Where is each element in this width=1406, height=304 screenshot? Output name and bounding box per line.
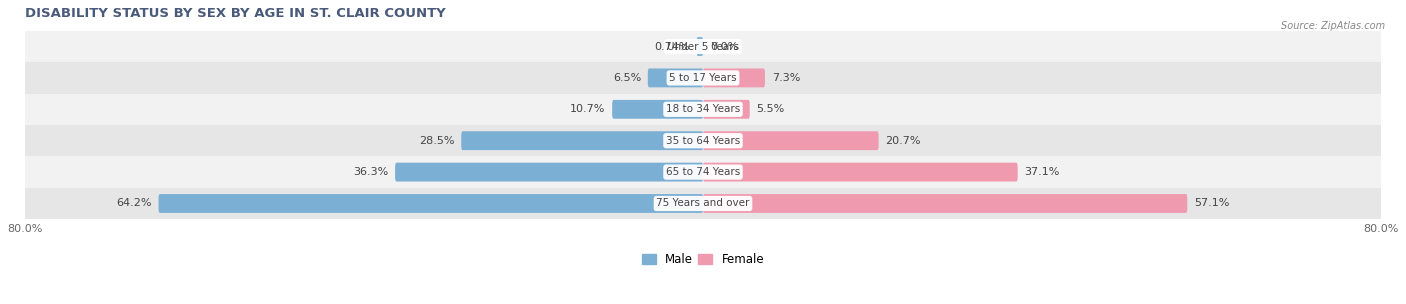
FancyBboxPatch shape [703,131,879,150]
Text: 6.5%: 6.5% [613,73,641,83]
FancyBboxPatch shape [703,163,1018,181]
FancyBboxPatch shape [696,37,703,56]
Text: 37.1%: 37.1% [1025,167,1060,177]
Bar [25,94,1381,125]
Text: 65 to 74 Years: 65 to 74 Years [666,167,740,177]
Text: 36.3%: 36.3% [353,167,388,177]
Text: 20.7%: 20.7% [886,136,921,146]
Text: 0.0%: 0.0% [710,42,738,52]
Bar [25,188,1381,219]
Legend: Male, Female: Male, Female [641,253,765,266]
Text: Under 5 Years: Under 5 Years [666,42,740,52]
FancyBboxPatch shape [703,194,1187,213]
Text: 18 to 34 Years: 18 to 34 Years [666,104,740,114]
FancyBboxPatch shape [703,68,765,87]
FancyBboxPatch shape [612,100,703,119]
Bar [25,156,1381,188]
Text: 7.3%: 7.3% [772,73,800,83]
Text: 0.74%: 0.74% [654,42,690,52]
Text: 64.2%: 64.2% [117,199,152,209]
Bar [25,62,1381,94]
Text: 5 to 17 Years: 5 to 17 Years [669,73,737,83]
FancyBboxPatch shape [648,68,703,87]
FancyBboxPatch shape [461,131,703,150]
FancyBboxPatch shape [703,100,749,119]
FancyBboxPatch shape [159,194,703,213]
Text: 28.5%: 28.5% [419,136,454,146]
Text: 75 Years and over: 75 Years and over [657,199,749,209]
Text: 5.5%: 5.5% [756,104,785,114]
Bar [25,31,1381,62]
Text: 35 to 64 Years: 35 to 64 Years [666,136,740,146]
FancyBboxPatch shape [395,163,703,181]
Bar [25,125,1381,156]
Text: 10.7%: 10.7% [569,104,606,114]
Text: 57.1%: 57.1% [1194,199,1229,209]
Text: DISABILITY STATUS BY SEX BY AGE IN ST. CLAIR COUNTY: DISABILITY STATUS BY SEX BY AGE IN ST. C… [25,7,446,20]
Text: Source: ZipAtlas.com: Source: ZipAtlas.com [1281,21,1385,31]
